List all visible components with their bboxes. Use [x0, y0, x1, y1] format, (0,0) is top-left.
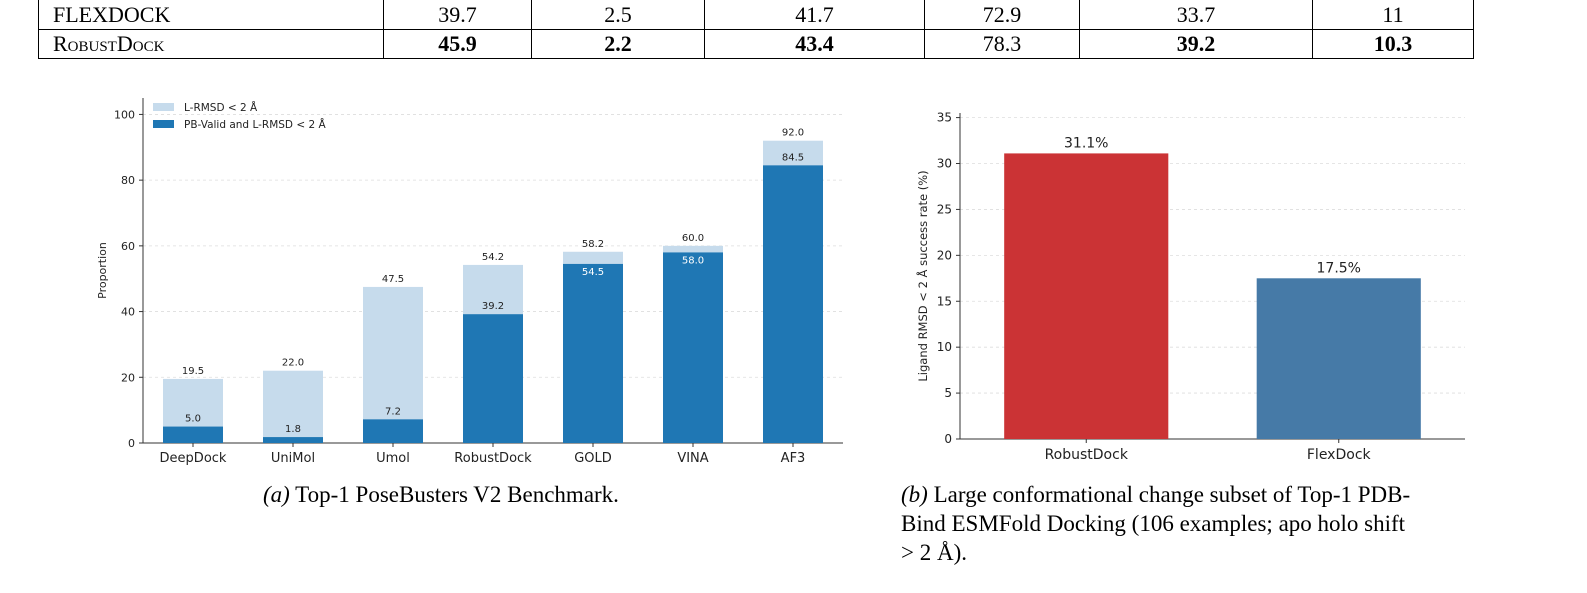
caption-b: (b) Large conformational change subset o…	[901, 480, 1501, 567]
bar-l-rmsd	[263, 370, 323, 443]
data-label-l-rmsd: 54.2	[482, 252, 504, 263]
posebusters-bar-chart: 0 20 40 60 80 100 Proportion 19.5 5.0 DeepDock 22.…	[96, 98, 843, 466]
y-tick-label: 20	[121, 371, 135, 384]
x-tick-label: VINA	[677, 451, 708, 466]
value-cell: 2.2	[531, 29, 705, 59]
method-cell: FLEXDOCK	[38, 0, 384, 30]
y-tick-label: 40	[121, 306, 135, 319]
value-cell: 72.9	[924, 0, 1080, 30]
data-label-pb-valid: 5.0	[185, 414, 201, 425]
table-row: RobustDock 45.9 2.2 43.4 78.3 39.2 10.3	[38, 29, 1474, 59]
data-label-pb-valid: 39.2	[482, 301, 504, 312]
bar-pb-valid	[463, 314, 523, 443]
value-cell: 39.2	[1079, 29, 1313, 59]
data-label-pb-valid: 58.0	[682, 255, 704, 266]
caption-a: (a) Top-1 PoseBusters V2 Benchmark.	[263, 480, 619, 509]
legend-swatch	[153, 120, 174, 128]
y-tick-label: 60	[121, 240, 135, 253]
data-label-pb-valid: 84.5	[782, 152, 804, 163]
y-tick-label: 35	[937, 111, 952, 125]
value-cell: 78.3	[924, 29, 1080, 59]
legend-label: PB-Valid and L-RMSD < 2 Å	[184, 118, 326, 131]
data-label-l-rmsd: 92.0	[782, 128, 804, 139]
x-tick-label: FlexDock	[1307, 447, 1372, 463]
value-cell: 43.4	[704, 29, 925, 59]
y-tick-label: 10	[937, 340, 952, 354]
y-tick-label: 30	[937, 157, 952, 171]
method-cell: RobustDock	[38, 29, 384, 59]
caption-b-line3: > 2 Å).	[901, 540, 967, 565]
bar-l-rmsd	[363, 286, 423, 443]
y-tick-label: 0	[128, 437, 135, 450]
caption-b-line2: Bind ESMFold Docking (106 examples; apo …	[901, 511, 1406, 536]
table-row: FLEXDOCK 39.7 2.5 41.7 72.9 33.7 11	[38, 0, 1474, 30]
value-cell: 39.7	[383, 0, 532, 30]
data-label: 17.5%	[1317, 260, 1361, 276]
value-cell: 33.7	[1079, 0, 1313, 30]
y-tick-label: 20	[937, 248, 952, 262]
value-cell: 45.9	[383, 29, 532, 59]
y-axis-label: Proportion	[96, 242, 109, 299]
data-label-pb-valid: 1.8	[285, 424, 301, 435]
bar-pb-valid	[763, 165, 823, 443]
data-label-l-rmsd: 22.0	[282, 358, 304, 369]
x-tick-label: UniMol	[271, 451, 315, 466]
y-tick-label: 100	[114, 108, 135, 121]
data-label-l-rmsd: 60.0	[682, 233, 704, 244]
value-cell: 41.7	[704, 0, 925, 30]
value-cell: 10.3	[1312, 29, 1474, 59]
bar	[1004, 153, 1169, 439]
caption-b-line1: Large conformational change subset of To…	[933, 482, 1411, 507]
caption-a-text: Top-1 PoseBusters V2 Benchmark.	[295, 482, 619, 507]
bar-pb-valid	[563, 263, 623, 443]
value-cell: 11	[1312, 0, 1474, 30]
results-table: FLEXDOCK 39.7 2.5 41.7 72.9 33.7 11 Robu…	[38, 0, 1474, 59]
large-conformational-change-bar-chart: 0 5 10 15 20 25 30 35 Ligand RMSD < 2 Å success …	[915, 111, 1465, 463]
bar-pb-valid	[363, 419, 423, 443]
data-label-l-rmsd: 19.5	[182, 366, 204, 377]
y-tick-label: 0	[944, 432, 952, 446]
x-tick-label: GOLD	[574, 451, 612, 466]
y-tick-label: 15	[937, 294, 952, 308]
y-tick-label: 80	[121, 174, 135, 187]
caption-a-label: (a)	[263, 482, 290, 507]
x-tick-label: Umol	[376, 451, 410, 466]
y-tick-label: 25	[937, 202, 952, 216]
data-label-pb-valid: 54.5	[582, 267, 604, 278]
value-cell: 2.5	[531, 0, 705, 30]
data-label: 31.1%	[1064, 135, 1108, 151]
y-axis-label: Ligand RMSD < 2 Å success rate (%)	[915, 170, 930, 381]
x-tick-label: DeepDock	[160, 451, 227, 466]
data-label-l-rmsd: 58.2	[582, 239, 604, 250]
x-tick-label: RobustDock	[1045, 447, 1129, 463]
y-tick-label: 5	[944, 386, 952, 400]
legend-label: L-RMSD < 2 Å	[184, 101, 258, 114]
legend-swatch	[153, 103, 174, 111]
x-tick-label: RobustDock	[454, 451, 532, 466]
bar-pb-valid	[163, 426, 223, 443]
bar-pb-valid	[663, 252, 723, 443]
caption-b-label: (b)	[901, 482, 928, 507]
data-label-l-rmsd: 47.5	[382, 274, 404, 285]
data-label-pb-valid: 7.2	[385, 406, 401, 417]
bar	[1256, 278, 1421, 439]
bar-pb-valid	[263, 437, 323, 443]
x-tick-label: AF3	[781, 451, 806, 466]
